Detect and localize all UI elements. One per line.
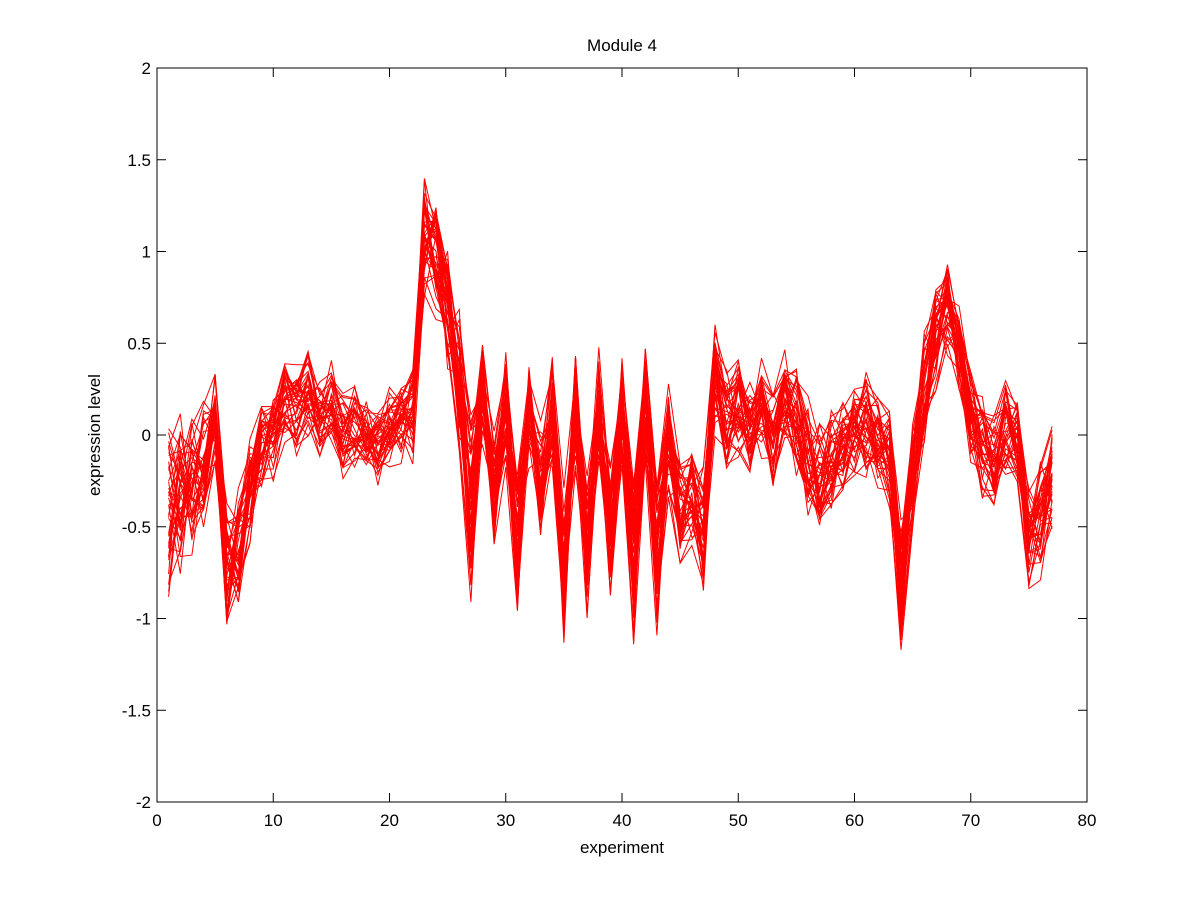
y-tick-label: 0	[142, 426, 151, 445]
series-line	[168, 214, 1053, 607]
y-tick-label: 1.5	[127, 151, 151, 170]
series-line	[168, 179, 1053, 584]
x-tick-label: 60	[845, 811, 864, 830]
x-axis-ticks: 0 10 20 30 40 50 60 70 80	[152, 68, 1096, 830]
x-tick-label: 40	[613, 811, 632, 830]
y-tick-label: -2	[136, 793, 151, 812]
x-tick-label: 0	[152, 811, 161, 830]
y-tick-label: 1	[142, 243, 151, 262]
x-tick-label: 80	[1078, 811, 1097, 830]
series-lines	[168, 178, 1053, 650]
x-tick-label: 50	[729, 811, 748, 830]
y-axis-label: expression level	[85, 374, 104, 496]
chart-title: Module 4	[587, 36, 657, 55]
series-line	[168, 234, 1053, 650]
y-tick-label: -0.5	[122, 518, 151, 537]
y-tick-label: -1.5	[122, 701, 151, 720]
y-axis-ticks: -2 -1.5 -1 -0.5 0 0.5 1 1.5 2	[122, 59, 1087, 812]
x-tick-label: 10	[264, 811, 283, 830]
x-axis-label: experiment	[580, 838, 664, 857]
y-tick-label: 0.5	[127, 334, 151, 353]
x-tick-label: 30	[496, 811, 515, 830]
y-tick-label: -1	[136, 610, 151, 629]
y-tick-label: 2	[142, 59, 151, 78]
x-tick-label: 70	[961, 811, 980, 830]
series-line	[168, 276, 1053, 639]
x-tick-label: 20	[380, 811, 399, 830]
series-line	[168, 206, 1053, 645]
